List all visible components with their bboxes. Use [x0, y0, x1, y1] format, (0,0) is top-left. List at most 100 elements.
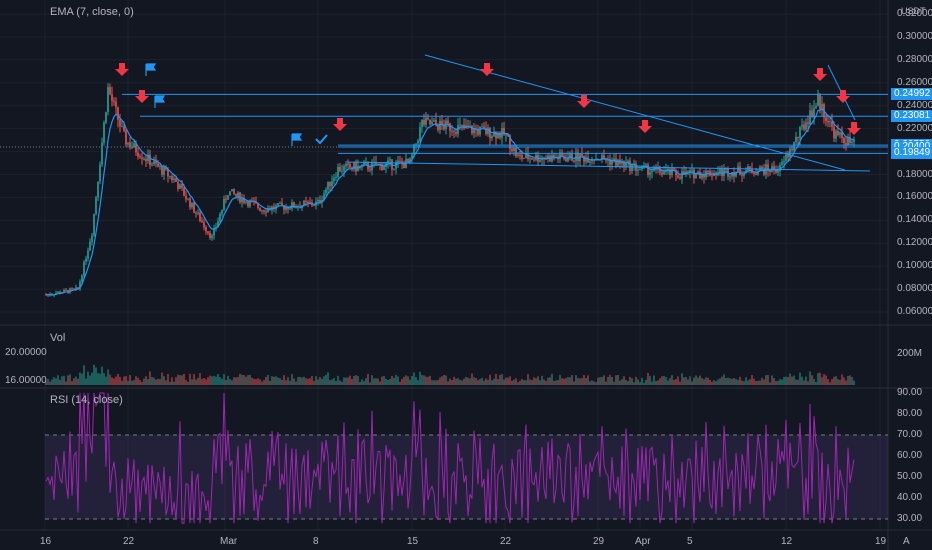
volume-bar: [487, 379, 489, 385]
volume-bar: [397, 376, 399, 385]
volume-bar: [137, 377, 139, 385]
candle-body: [431, 121, 433, 125]
candle-body: [435, 120, 437, 125]
candle-body: [135, 143, 137, 153]
flag-icon: [154, 95, 166, 108]
volume-title[interactable]: Vol: [50, 332, 66, 344]
volume-bar: [219, 377, 221, 385]
chart-grid: [0, 0, 888, 530]
volume-bar: [663, 375, 665, 385]
checkmark-icon: [315, 134, 328, 145]
candle-body: [429, 119, 431, 125]
candle-body: [529, 158, 531, 160]
candle-body: [211, 235, 213, 238]
candle-body: [645, 164, 647, 166]
volume-bar: [529, 379, 531, 385]
volume-bar: [211, 376, 213, 385]
volume-bar: [61, 376, 63, 385]
volume-bar: [233, 377, 235, 385]
auto-scale-button[interactable]: A: [903, 536, 910, 547]
volume-bar: [733, 377, 735, 385]
candle-body: [729, 176, 731, 178]
volume-bar: [101, 366, 103, 385]
volume-bar: [181, 375, 183, 385]
candle-body: [461, 124, 463, 126]
volume-bar: [239, 373, 241, 385]
candle-body: [517, 154, 519, 157]
candle-body: [73, 288, 75, 290]
volume-bar: [191, 379, 193, 385]
volume-bar: [421, 375, 423, 385]
volume-bar: [275, 376, 277, 385]
volume-bar: [649, 376, 651, 385]
volume-bar: [389, 378, 391, 385]
candle-body: [207, 231, 209, 233]
volume-bar: [77, 378, 79, 385]
candle-body: [369, 169, 371, 171]
candle-body: [87, 250, 89, 259]
ema-indicator-title[interactable]: EMA (7, close, 0): [50, 6, 134, 18]
volume-bar: [737, 379, 739, 385]
candle-body: [553, 155, 555, 158]
volume-bar: [199, 373, 201, 385]
volume-bar: [175, 377, 177, 385]
candle-body: [707, 170, 709, 172]
volume-bar: [615, 375, 617, 385]
volume-bar: [151, 376, 153, 385]
volume-bar: [507, 377, 509, 385]
candle-body: [205, 227, 207, 232]
candle-body: [437, 124, 439, 131]
time-tick-label: 8: [313, 536, 319, 547]
candle-body: [851, 141, 853, 143]
candle-body: [95, 197, 97, 214]
volume-bar: [473, 377, 475, 385]
volume-bar: [651, 381, 653, 385]
volume-bar: [811, 375, 813, 385]
rsi-title[interactable]: RSI (14, close): [50, 394, 123, 406]
candle-body: [825, 117, 827, 122]
candle-body: [267, 208, 269, 213]
horizontal-levels[interactable]: [122, 93, 888, 154]
volume-bar: [165, 380, 167, 385]
candle-body: [45, 294, 47, 296]
volume-bar: [87, 371, 89, 385]
candle-body: [291, 202, 293, 209]
candle-body: [787, 154, 789, 158]
candle-body: [509, 135, 511, 149]
volume-bar: [319, 377, 321, 385]
candle-body: [845, 143, 847, 146]
down-arrow-signal-icon: [115, 63, 129, 76]
volume-bar: [141, 382, 143, 385]
candle-body: [423, 119, 425, 125]
candle-body: [101, 142, 103, 165]
volume-bar: [263, 380, 265, 385]
volume-bar: [57, 375, 59, 385]
volume-bar: [401, 379, 403, 385]
volume-bar: [229, 379, 231, 385]
volume-bar: [491, 380, 493, 385]
volume-bar: [715, 381, 717, 385]
candle-body: [777, 171, 779, 173]
candle-body: [163, 167, 165, 175]
candle-body: [381, 163, 383, 170]
candle-body: [167, 169, 169, 177]
candle-body: [259, 207, 261, 211]
volume-bar: [283, 375, 285, 385]
volume-bar: [277, 377, 279, 385]
volume-bar: [567, 377, 569, 385]
candle-body: [769, 170, 771, 172]
candle-body: [425, 117, 427, 125]
candle-body: [273, 206, 275, 209]
candle-body: [611, 160, 613, 165]
volume-bar: [623, 376, 625, 385]
volume-bar: [431, 380, 433, 385]
volume-bar: [335, 381, 337, 385]
volume-bar: [131, 380, 133, 385]
volume-bar: [523, 379, 525, 385]
volume-bar: [429, 375, 431, 385]
candle-body: [157, 163, 159, 167]
time-tick-label: 16: [40, 536, 52, 547]
volume-bar: [775, 381, 777, 385]
